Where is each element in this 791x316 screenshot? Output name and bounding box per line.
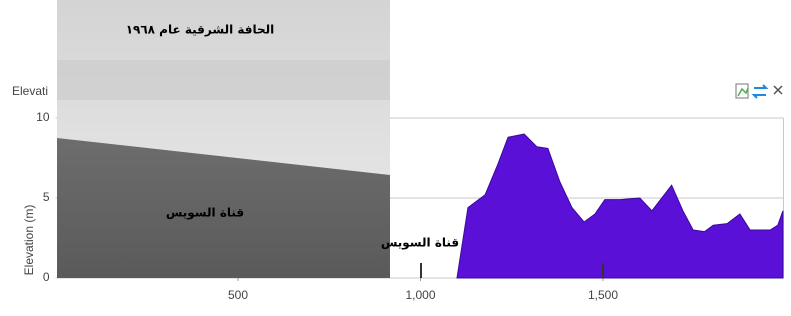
y-tick-label: 0 <box>43 270 50 284</box>
photo-band <box>57 60 390 100</box>
swap-icon[interactable] <box>754 85 766 98</box>
toolbar <box>736 84 782 98</box>
x-tick-label: 1,500 <box>588 288 618 302</box>
y-axis-label: Elevation (m) <box>22 205 36 276</box>
photo-label: قناة السويس <box>166 206 244 221</box>
y-tick-label: 5 <box>43 190 50 204</box>
close-icon[interactable] <box>774 86 782 94</box>
x-tick-label: 1,000 <box>405 288 435 302</box>
chart: Elevati Elevation (m) الحافة الشرقية عام… <box>0 0 791 316</box>
y-tick-label: 10 <box>36 110 50 124</box>
annotation: قناة السويس <box>381 236 459 251</box>
chart-title: Elevati <box>12 84 48 98</box>
x-tick-label: 500 <box>228 288 248 302</box>
elevation-area <box>457 134 783 278</box>
photo-overlay: الحافة الشرقية عام ١٩٦٨ قناة السويس <box>57 0 390 278</box>
photo-title: الحافة الشرقية عام ١٩٦٨ <box>126 23 275 38</box>
